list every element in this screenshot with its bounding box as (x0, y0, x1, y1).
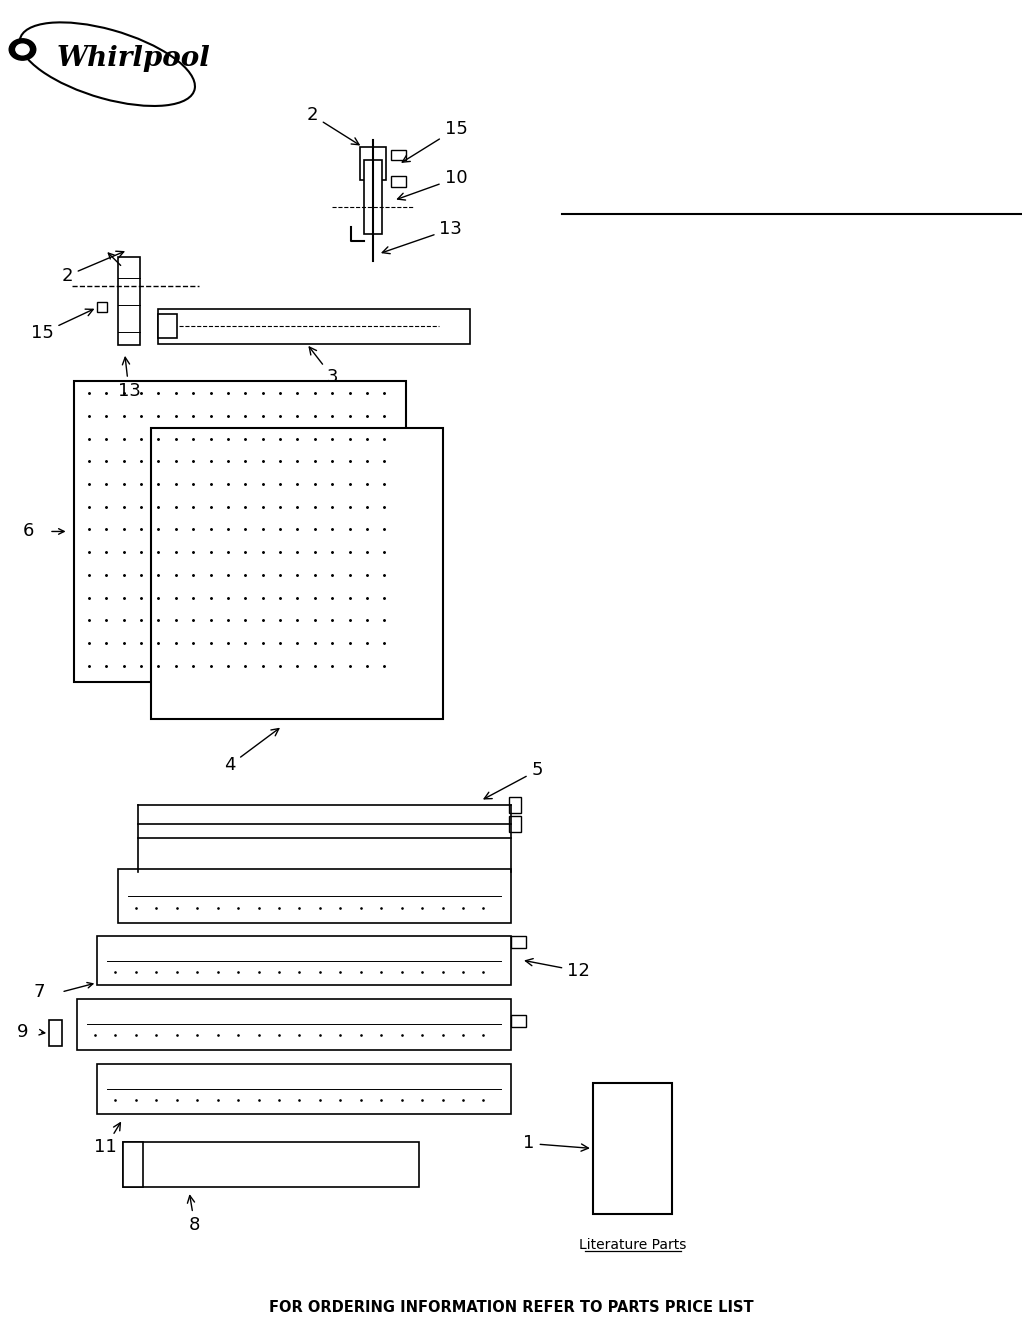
Text: 5: 5 (484, 762, 543, 798)
Text: 3: 3 (310, 348, 338, 386)
Bar (509, 816, 521, 832)
Text: 4: 4 (224, 729, 279, 774)
Text: 13: 13 (118, 357, 140, 400)
Bar (123, 1142, 419, 1187)
Ellipse shape (9, 39, 36, 60)
Bar (97, 1064, 511, 1114)
Text: 13: 13 (382, 221, 462, 254)
Text: 12: 12 (525, 959, 590, 980)
Text: 11: 11 (94, 1123, 121, 1157)
Text: Literature Parts: Literature Parts (578, 1238, 687, 1251)
Text: 10: 10 (398, 170, 467, 201)
Bar (97, 936, 511, 985)
Text: 1: 1 (523, 1135, 589, 1152)
Text: 2: 2 (61, 251, 124, 285)
Bar (364, 160, 382, 234)
Bar (151, 428, 443, 719)
Bar (123, 1142, 143, 1187)
Text: 7: 7 (33, 983, 45, 1001)
Text: 6: 6 (22, 523, 35, 540)
Text: FOR ORDERING INFORMATION REFER TO PARTS PRICE LIST: FOR ORDERING INFORMATION REFER TO PARTS … (269, 1300, 753, 1316)
Bar (509, 797, 521, 813)
Bar (511, 1015, 526, 1027)
Bar (49, 1020, 62, 1046)
Bar (97, 302, 107, 312)
Bar (77, 999, 511, 1050)
Text: 2: 2 (307, 107, 359, 144)
Text: 9: 9 (16, 1023, 29, 1042)
Ellipse shape (16, 44, 30, 55)
Bar (118, 257, 140, 345)
Bar (74, 381, 406, 682)
Bar (391, 150, 406, 160)
Bar (593, 1083, 672, 1214)
Bar (360, 147, 386, 180)
Bar (118, 869, 511, 923)
Bar (511, 936, 526, 948)
Text: Whirlpool: Whirlpool (56, 45, 210, 72)
Text: 8: 8 (187, 1195, 200, 1234)
Text: 15: 15 (31, 309, 93, 342)
Bar (158, 314, 177, 338)
Bar (158, 309, 470, 344)
Text: 15: 15 (403, 120, 467, 162)
Bar (391, 176, 406, 187)
